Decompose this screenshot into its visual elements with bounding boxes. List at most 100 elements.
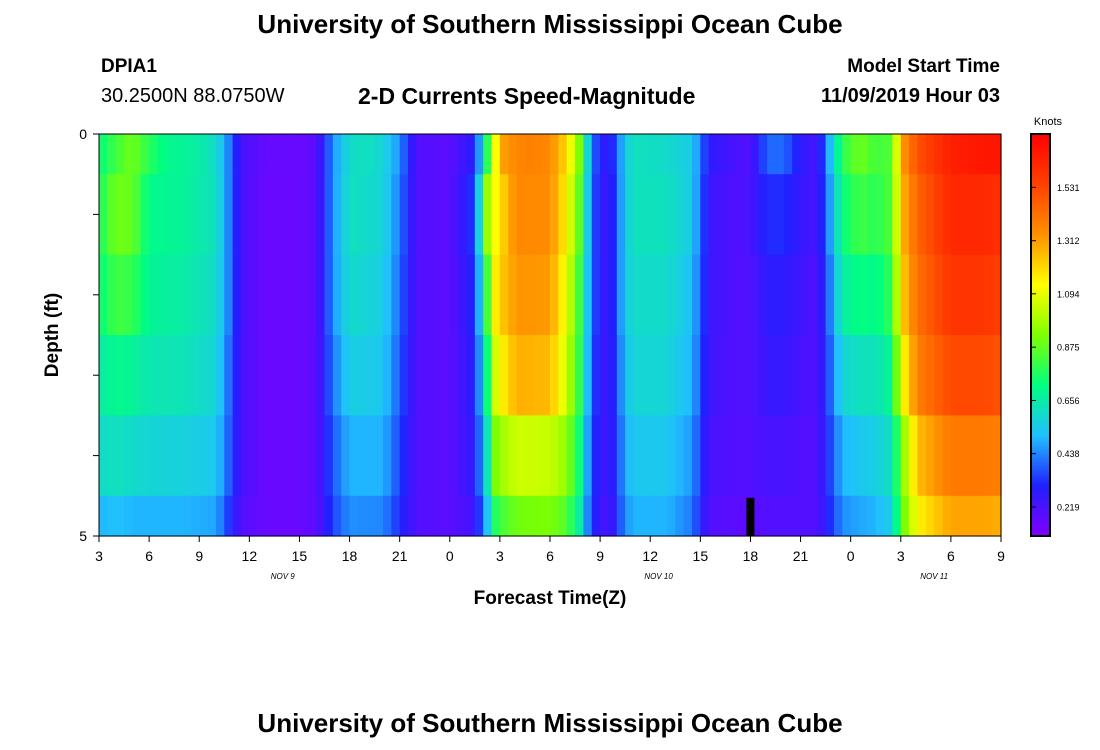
heatmap-cell	[274, 415, 284, 497]
heatmap-cell	[291, 134, 301, 175]
heatmap-cell	[775, 254, 785, 336]
heatmap-cell	[182, 254, 192, 336]
heatmap-cell	[266, 134, 275, 175]
heatmap-cell	[224, 495, 234, 537]
heatmap-cell	[775, 415, 785, 497]
heatmap-cell	[165, 254, 175, 336]
heatmap-cell	[174, 335, 184, 416]
heatmap-cell	[733, 134, 743, 175]
heatmap-cell	[959, 254, 969, 336]
heatmap-cell	[600, 134, 610, 175]
heatmap-cell	[416, 174, 426, 256]
heatmap-cell	[357, 134, 367, 175]
heatmap-cell	[424, 254, 434, 336]
heatmap-cell	[575, 495, 585, 537]
heatmap-cell	[366, 254, 376, 336]
heatmap-cell	[541, 134, 551, 175]
heatmap-cell	[775, 335, 785, 416]
heatmap-cell	[433, 254, 443, 336]
heatmap-cell	[174, 134, 184, 175]
heatmap-cell	[524, 134, 534, 175]
heatmap-cell	[215, 335, 225, 416]
heatmap-cell	[408, 254, 417, 336]
heatmap-cell	[666, 254, 676, 336]
heatmap-cell	[767, 415, 777, 497]
heatmap-cell	[266, 415, 275, 497]
heatmap-cell	[700, 335, 710, 416]
x-tick-label: 6	[145, 548, 153, 564]
heatmap-cell	[992, 174, 1002, 256]
heatmap-cell	[374, 495, 384, 537]
heatmap-cell	[374, 134, 384, 175]
heatmap-cell	[140, 174, 150, 256]
heatmap-cell	[892, 335, 902, 416]
station-coordinates: 30.2500N 88.0750W	[101, 85, 285, 107]
heatmap-cell	[558, 335, 568, 416]
heatmap-cell	[742, 254, 752, 336]
heatmap-cell	[491, 254, 501, 336]
heatmap-cell	[274, 254, 284, 336]
heatmap-cell	[124, 415, 134, 497]
heatmap-cell	[190, 174, 200, 256]
heatmap-cell	[157, 134, 167, 175]
heatmap-cell	[616, 335, 626, 416]
heatmap-cell	[825, 174, 835, 256]
heatmap-cell	[767, 134, 777, 175]
heatmap-cell	[833, 415, 843, 497]
heatmap-cell	[132, 415, 142, 497]
heatmap-cell	[357, 495, 367, 537]
heatmap-cell	[925, 134, 935, 175]
x-tick-label: 6	[947, 548, 955, 564]
heatmap-cell	[382, 174, 392, 256]
current-time-marker	[746, 497, 755, 536]
heatmap-cell	[917, 335, 927, 416]
heatmap-cell	[299, 335, 309, 416]
heatmap-cell	[717, 254, 726, 336]
heatmap-cell	[992, 335, 1002, 416]
date-label: NOV 10	[644, 572, 673, 581]
heatmap-cell	[132, 495, 142, 537]
heatmap-cell	[257, 174, 267, 256]
heatmap-cell	[909, 254, 919, 336]
heatmap-cell	[717, 134, 726, 175]
heatmap-cell	[182, 174, 192, 256]
heatmap-cell	[240, 495, 250, 537]
heatmap-cell	[399, 254, 409, 336]
page-title: University of Southern Mississippi Ocean…	[257, 9, 843, 39]
heatmap-cell	[257, 415, 267, 497]
heatmap-cell	[600, 495, 610, 537]
heatmap-cell	[240, 415, 250, 497]
heatmap-cell	[750, 254, 760, 336]
heatmap-cell	[967, 415, 977, 497]
heatmap-cell	[433, 415, 443, 497]
heatmap-cell	[558, 415, 568, 497]
heatmap-cell	[483, 495, 493, 537]
heatmap-cell	[182, 335, 192, 416]
heatmap-cell	[374, 415, 384, 497]
heatmap-cell	[341, 174, 351, 256]
heatmap-cell	[458, 495, 468, 537]
heatmap-cell	[382, 254, 392, 336]
station-id: DPIA1	[101, 56, 157, 77]
heatmap-cell	[625, 174, 635, 256]
heatmap-cell	[516, 495, 526, 537]
heatmap-cell	[232, 254, 242, 336]
heatmap-cell	[984, 415, 994, 497]
heatmap-cell	[566, 415, 576, 497]
heatmap-cell	[800, 174, 810, 256]
heatmap-cell	[742, 335, 752, 416]
heatmap-cell	[524, 415, 534, 497]
heatmap-cell	[591, 254, 601, 336]
heatmap-cell	[391, 134, 401, 175]
heatmap-cell	[299, 495, 309, 537]
heatmap-cell	[524, 495, 534, 537]
heatmap-cell	[491, 134, 501, 175]
heatmap-cell	[149, 495, 159, 537]
heatmap-cell	[867, 134, 877, 175]
heatmap-cell	[483, 254, 493, 336]
heatmap-cell	[207, 495, 217, 537]
heatmap-cell	[641, 174, 651, 256]
heatmap-cell	[165, 335, 175, 416]
heatmap-cell	[266, 335, 275, 416]
heatmap-cell	[875, 254, 885, 336]
